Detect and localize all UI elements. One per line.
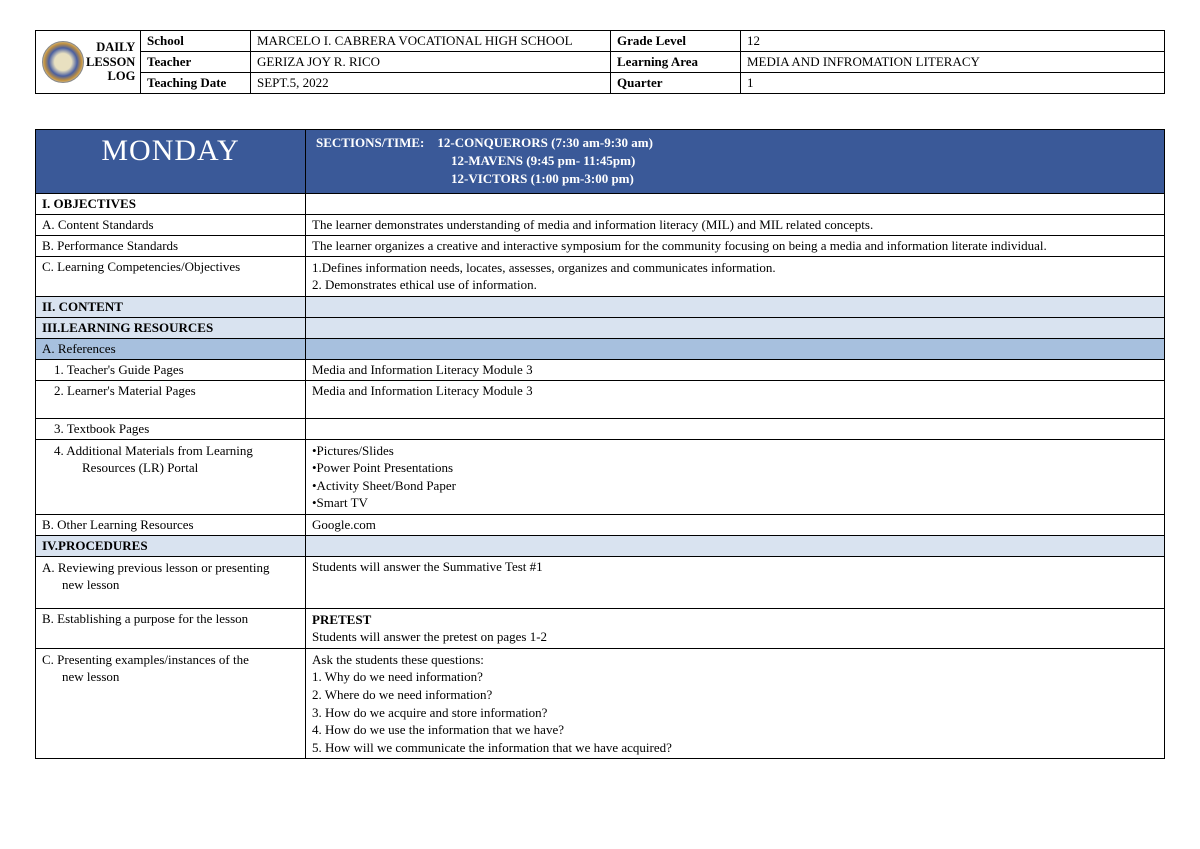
sections-time-label: SECTIONS/TIME: (316, 134, 424, 152)
learning-area-value: MEDIA AND INFROMATION LITERACY (741, 52, 1165, 73)
learners-material-value: Media and Information Literacy Module 3 (306, 380, 1165, 418)
logo-title-cell: DAILY LESSON LOG (36, 31, 141, 94)
competencies-label: C. Learning Competencies/Objectives (36, 256, 306, 296)
resources-header-blank (306, 317, 1165, 338)
other-resources-value: Google.com (306, 514, 1165, 535)
deped-logo-icon (42, 41, 84, 83)
performance-standards-label: B. Performance Standards (36, 235, 306, 256)
proc-c-q-intro: Ask the students these questions: (312, 652, 484, 667)
day-name-cell: MONDAY (36, 130, 306, 194)
section-mavens: 12-MAVENS (9:45 pm- 11:45pm) (316, 152, 1154, 170)
addl-activity-sheet: •Activity Sheet/Bond Paper (312, 478, 456, 493)
proc-c-label: C. Presenting examples/instances of the … (36, 648, 306, 758)
teaching-date-value: SEPT.5, 2022 (251, 73, 611, 94)
day-name: MONDAY (46, 134, 295, 168)
additional-materials-value: •Pictures/Slides •Power Point Presentati… (306, 439, 1165, 514)
addl-label-l2: Resources (LR) Portal (54, 459, 198, 477)
teacher-label: Teacher (141, 52, 251, 73)
competency-2: 2. Demonstrates ethical use of informati… (312, 277, 537, 292)
pretest-desc: Students will answer the pretest on page… (312, 629, 547, 644)
competency-1: 1.Defines information needs, locates, as… (312, 260, 776, 275)
addl-powerpoint: •Power Point Presentations (312, 460, 453, 475)
proc-a-label: A. Reviewing previous lesson or presenti… (36, 556, 306, 608)
proc-a-l1: A. Reviewing previous lesson or presenti… (42, 560, 269, 575)
dll-line3: LOG (108, 69, 136, 83)
other-resources-label: B. Other Learning Resources (36, 514, 306, 535)
addl-label-l1: 4. Additional Materials from Learning (54, 443, 253, 458)
proc-a-l2: new lesson (42, 576, 119, 594)
proc-c-value: Ask the students these questions: 1. Why… (306, 648, 1165, 758)
performance-standards-value: The learner organizes a creative and int… (306, 235, 1165, 256)
school-label: School (141, 31, 251, 52)
sections-time-cell: SECTIONS/TIME: 12-CONQUERORS (7:30 am-9:… (306, 130, 1165, 194)
proc-b-value: PRETEST Students will answer the pretest… (306, 608, 1165, 648)
lesson-plan-table: MONDAY SECTIONS/TIME: 12-CONQUERORS (7:3… (35, 129, 1165, 759)
section-victors: 12-VICTORS (1:00 pm-3:00 pm) (316, 170, 1154, 188)
daily-lesson-log-title: DAILY LESSON LOG (86, 40, 135, 83)
references-blank (306, 338, 1165, 359)
section-conquerors: 12-CONQUERORS (7:30 am-9:30 am) (437, 135, 653, 150)
proc-c-q1: 1. Why do we need information? (312, 669, 483, 684)
proc-c-q5: 5. How will we communicate the informati… (312, 740, 672, 755)
references-label: A. References (36, 338, 306, 359)
quarter-label: Quarter (611, 73, 741, 94)
dll-line1: DAILY (96, 40, 135, 54)
textbook-pages-label: 3. Textbook Pages (36, 418, 306, 439)
objectives-header: I. OBJECTIVES (36, 193, 306, 214)
school-value: MARCELO I. CABRERA VOCATIONAL HIGH SCHOO… (251, 31, 611, 52)
grade-level-label: Grade Level (611, 31, 741, 52)
resources-header: III.LEARNING RESOURCES (36, 317, 306, 338)
additional-materials-label: 4. Additional Materials from Learning Re… (36, 439, 306, 514)
pretest-heading: PRETEST (312, 612, 371, 627)
proc-c-q2: 2. Where do we need information? (312, 687, 492, 702)
content-header: II. CONTENT (36, 296, 306, 317)
teacher-value: GERIZA JOY R. RICO (251, 52, 611, 73)
procedures-header-blank (306, 535, 1165, 556)
lesson-log-header-table: DAILY LESSON LOG School MARCELO I. CABRE… (35, 30, 1165, 94)
grade-level-value: 12 (741, 31, 1165, 52)
addl-pictures: •Pictures/Slides (312, 443, 394, 458)
content-standards-label: A. Content Standards (36, 214, 306, 235)
dll-line2: LESSON (86, 55, 135, 69)
learning-area-label: Learning Area (611, 52, 741, 73)
proc-c-l2: new lesson (42, 668, 119, 686)
addl-smart-tv: •Smart TV (312, 495, 368, 510)
content-standards-value: The learner demonstrates understanding o… (306, 214, 1165, 235)
teachers-guide-label: 1. Teacher's Guide Pages (36, 359, 306, 380)
proc-b-label: B. Establishing a purpose for the lesson (36, 608, 306, 648)
quarter-value: 1 (741, 73, 1165, 94)
teaching-date-label: Teaching Date (141, 73, 251, 94)
content-header-blank (306, 296, 1165, 317)
learners-material-label: 2. Learner's Material Pages (36, 380, 306, 418)
objectives-header-blank (306, 193, 1165, 214)
proc-c-q3: 3. How do we acquire and store informati… (312, 705, 547, 720)
teachers-guide-value: Media and Information Literacy Module 3 (306, 359, 1165, 380)
proc-a-value: Students will answer the Summative Test … (306, 556, 1165, 608)
competencies-value: 1.Defines information needs, locates, as… (306, 256, 1165, 296)
proc-c-l1: C. Presenting examples/instances of the (42, 652, 249, 667)
textbook-pages-value (306, 418, 1165, 439)
procedures-header: IV.PROCEDURES (36, 535, 306, 556)
proc-c-q4: 4. How do we use the information that we… (312, 722, 564, 737)
